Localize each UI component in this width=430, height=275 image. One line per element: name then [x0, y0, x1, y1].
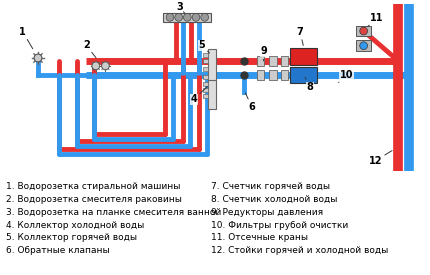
Bar: [203, 75, 208, 79]
Bar: [269, 56, 277, 66]
Bar: [356, 26, 372, 36]
Bar: [290, 48, 317, 65]
Text: 7: 7: [297, 26, 304, 45]
Circle shape: [101, 62, 109, 70]
Bar: [203, 82, 208, 86]
Text: 10. Фильтры грубой очистки: 10. Фильтры грубой очистки: [212, 221, 349, 230]
Text: 3. Водорозетка на планке смесителя ванной: 3. Водорозетка на планке смесителя ванно…: [6, 208, 221, 217]
Bar: [281, 56, 289, 66]
Text: 12. Стойки горячей и холодной воды: 12. Стойки горячей и холодной воды: [212, 246, 389, 255]
Text: 10: 10: [338, 70, 353, 82]
Text: 12: 12: [369, 151, 392, 166]
Circle shape: [166, 13, 174, 21]
Bar: [163, 13, 212, 22]
Bar: [257, 56, 264, 66]
Text: 8. Счетчик холодной воды: 8. Счетчик холодной воды: [212, 195, 338, 204]
Text: 3: 3: [176, 2, 184, 13]
Text: 5: 5: [198, 40, 209, 53]
Text: 2: 2: [83, 40, 96, 58]
Bar: [203, 53, 208, 57]
Bar: [208, 79, 216, 109]
Text: 6: 6: [246, 93, 255, 112]
Bar: [208, 49, 216, 82]
Bar: [257, 70, 264, 79]
Bar: [203, 67, 208, 71]
Text: 1. Водорозетка стиральной машины: 1. Водорозетка стиральной машины: [6, 182, 181, 191]
Text: 9. Редукторы давления: 9. Редукторы давления: [212, 208, 323, 217]
Bar: [203, 59, 208, 63]
Bar: [269, 70, 277, 79]
Text: 7. Счетчик горячей воды: 7. Счетчик горячей воды: [212, 182, 330, 191]
Bar: [203, 88, 208, 92]
Circle shape: [360, 42, 368, 50]
Bar: [203, 94, 208, 98]
Bar: [356, 40, 372, 51]
Circle shape: [92, 62, 100, 70]
Text: 1: 1: [19, 26, 33, 49]
Bar: [290, 67, 317, 84]
Text: 11: 11: [368, 13, 384, 27]
Text: 11. Отсечные краны: 11. Отсечные краны: [212, 233, 308, 243]
Circle shape: [175, 13, 182, 21]
Text: 2. Водорозетка смесителя раковины: 2. Водорозетка смесителя раковины: [6, 195, 182, 204]
Text: 4. Коллектор холодной воды: 4. Коллектор холодной воды: [6, 221, 144, 230]
Text: 5. Коллектор горячей воды: 5. Коллектор горячей воды: [6, 233, 137, 243]
Circle shape: [201, 13, 209, 21]
Text: 9: 9: [260, 46, 267, 61]
Text: 4: 4: [190, 86, 208, 104]
Circle shape: [360, 27, 368, 35]
Bar: [281, 70, 289, 79]
Circle shape: [34, 54, 42, 62]
Text: 6. Обратные клапаны: 6. Обратные клапаны: [6, 246, 110, 255]
Circle shape: [192, 13, 200, 21]
Text: 8: 8: [305, 77, 313, 92]
Circle shape: [184, 13, 191, 21]
